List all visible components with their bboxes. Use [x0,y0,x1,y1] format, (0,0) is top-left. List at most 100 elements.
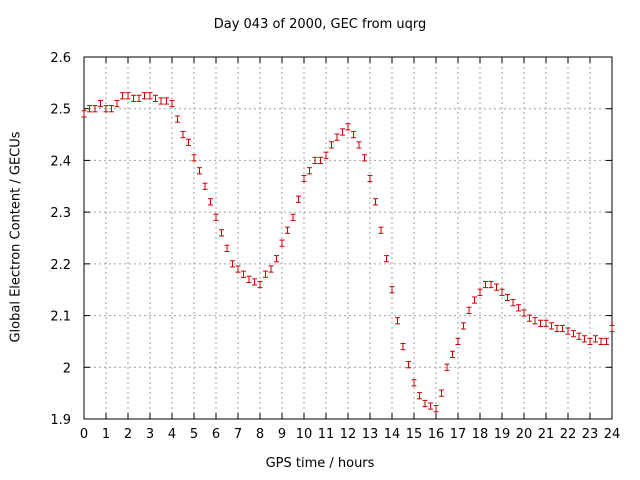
data-point [455,337,461,346]
data-point [554,324,560,333]
data-point [505,293,510,302]
x-tick-label: 5 [190,427,198,442]
data-point [312,156,318,165]
data-point [499,288,505,296]
data-point [389,286,395,294]
x-tick-label: 9 [278,427,286,442]
data-point [521,309,527,317]
data-point [246,275,252,283]
data-point [169,99,175,108]
data-point [444,363,450,371]
data-point [219,229,224,237]
x-tick-label: 14 [384,427,401,442]
data-point [461,322,466,330]
data-point [213,213,219,221]
data-point [208,198,213,206]
data-point [164,97,169,105]
data-point [114,99,120,108]
x-tick-label: 18 [472,427,489,442]
data-point [538,319,543,327]
y-tick-label: 2.5 [50,103,71,118]
y-tick-label: 2.3 [50,206,71,221]
data-point [527,314,532,322]
grid-lines [84,57,612,419]
data-point [532,317,538,325]
x-tick-label: 13 [362,427,379,442]
data-point [290,213,296,221]
x-tick-label: 7 [234,427,242,442]
data-point [477,288,483,296]
data-point [378,226,384,234]
data-point [329,141,334,149]
tick-labels: 0 1 2 3 4 5 6 7 8 9 10 11 12 13 14 15 16 17 18 19 20 21 22 23 24… [50,51,620,442]
data-point [356,141,362,149]
data-point [92,105,98,113]
data-point [516,304,521,312]
data-point [362,154,367,162]
x-tick-label: 22 [560,427,577,442]
x-tick-label: 2 [124,427,132,442]
data-point [582,335,587,343]
data-points [81,92,615,413]
x-tick-label: 6 [212,427,220,442]
data-point [125,92,131,100]
data-point [263,270,268,278]
data-point [307,167,312,175]
data-point [576,332,582,340]
data-point [422,399,428,408]
data-point [235,265,241,273]
data-point [406,361,411,369]
data-point [549,322,554,330]
data-point [373,198,378,206]
x-tick-label: 17 [450,427,467,442]
data-point [230,260,235,268]
data-point [224,244,230,252]
data-point [351,130,356,139]
data-point [103,105,109,113]
data-point [428,402,433,410]
data-point [175,115,180,123]
x-tick-label: 12 [340,427,357,442]
data-point [494,283,499,291]
data-point [609,324,615,333]
data-point [565,327,571,335]
data-point [560,324,565,333]
data-point [598,337,604,346]
data-point [334,133,340,141]
data-point [136,94,142,102]
data-point [87,105,92,113]
x-tick-label: 21 [538,427,555,442]
x-tick-label: 15 [406,427,423,442]
data-point [241,270,246,278]
data-point [483,280,488,289]
y-tick-label: 2.6 [50,51,71,66]
x-tick-label: 0 [80,427,88,442]
data-point [191,154,197,162]
x-axis-label: GPS time / hours [265,456,375,471]
data-point [279,239,285,247]
data-point [417,392,422,400]
data-point [147,92,153,100]
x-tick-label: 1 [102,427,110,442]
data-point [411,379,417,387]
data-point [180,130,186,139]
data-point [186,138,191,146]
data-point [488,280,494,289]
y-tick-label: 2.2 [50,258,71,273]
data-point [439,389,444,397]
x-tick-label: 10 [296,427,313,442]
data-point [400,342,406,351]
data-point [340,128,345,136]
data-point [274,255,279,263]
y-tick-label: 1.9 [50,413,71,428]
data-point [158,97,164,105]
data-point [395,317,400,325]
y-tick-label: 2 [63,361,71,376]
y-tick-label: 2.1 [50,310,71,325]
data-point [543,319,549,327]
data-point [131,94,136,102]
chart-title: Day 043 of 2000, GEC from uqrg [213,17,427,32]
data-point [345,123,351,131]
x-tick-label: 19 [494,427,511,442]
